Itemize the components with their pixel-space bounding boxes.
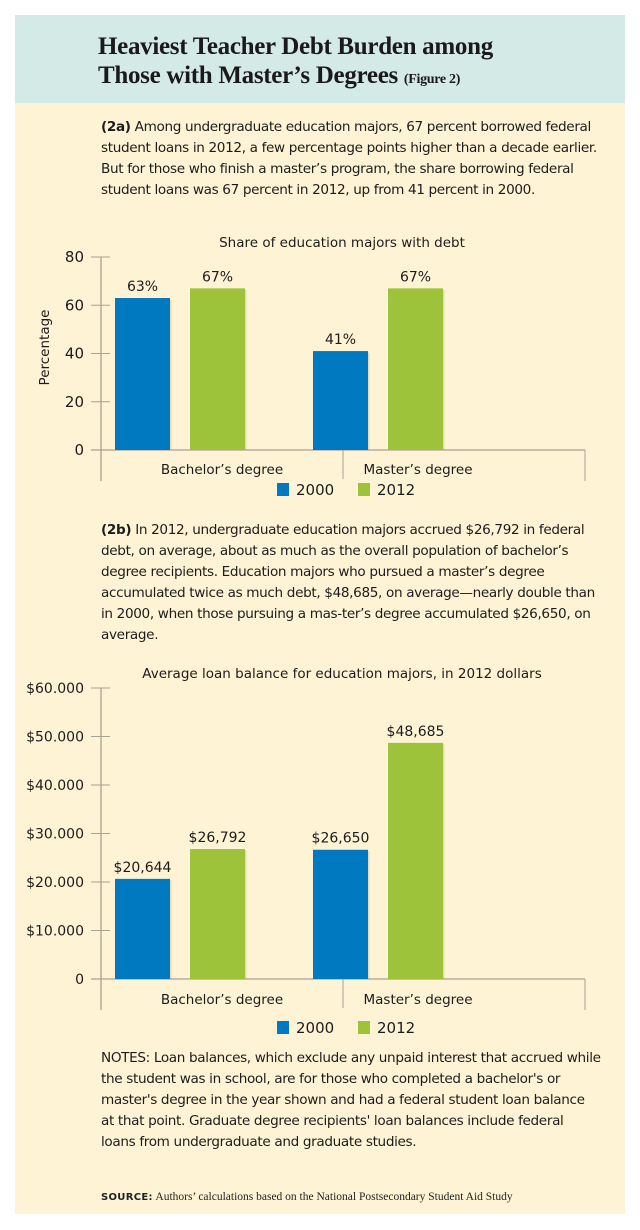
bar-2000-0 bbox=[115, 878, 170, 979]
bar-2000-0 bbox=[115, 298, 170, 450]
legend-swatch-2000 bbox=[277, 1021, 289, 1034]
y-tick-label: $60.000 bbox=[26, 681, 84, 697]
chart-title: Average loan balance for education major… bbox=[142, 666, 541, 682]
bar-2000-1 bbox=[313, 849, 368, 979]
legend-swatch-2012 bbox=[358, 483, 370, 496]
source-label: SOURCE: bbox=[101, 1192, 153, 1203]
legend-label-2000: 2000 bbox=[296, 481, 334, 499]
chart-average-loan-balance: Average loan balance for education major… bbox=[26, 666, 586, 1037]
y-axis-label: Percentage bbox=[37, 310, 53, 386]
legend-label-2000: 2000 bbox=[296, 1019, 334, 1037]
title-line-2: Those with Master’s Degrees bbox=[98, 62, 398, 89]
legend-swatch-2000 bbox=[277, 483, 289, 496]
source-text: Authors’ calculations based on the Natio… bbox=[155, 1191, 513, 1203]
category-label: Bachelor’s degree bbox=[161, 462, 283, 478]
bar-2012-0 bbox=[190, 849, 245, 979]
data-label: $26,650 bbox=[312, 831, 370, 847]
data-label: 67% bbox=[202, 269, 233, 285]
bar-2012-0 bbox=[190, 288, 245, 450]
notes: NOTES: Loan balances, which exclude any … bbox=[101, 1050, 601, 1150]
y-tick-label: 80 bbox=[65, 248, 84, 266]
bar-2012-1 bbox=[388, 288, 443, 450]
section-a-description: (2a) Among undergraduate education major… bbox=[101, 117, 601, 201]
data-label: $48,685 bbox=[387, 724, 445, 740]
data-label: $20,644 bbox=[114, 860, 172, 876]
figure-label: (Figure 2) bbox=[403, 72, 461, 87]
legend-label-2012: 2012 bbox=[377, 481, 415, 499]
y-tick-label: 0 bbox=[75, 972, 84, 988]
chart-title: Share of education majors with debt bbox=[219, 235, 465, 251]
y-tick-label: $50.000 bbox=[26, 730, 84, 746]
data-label: 41% bbox=[325, 332, 356, 348]
y-tick-label: 40 bbox=[65, 345, 84, 363]
category-label: Bachelor’s degree bbox=[161, 992, 283, 1008]
figure-header bbox=[15, 15, 625, 103]
section-b-text: In 2012, undergraduate education majors … bbox=[101, 522, 595, 643]
figure-title: Heaviest Teacher Debt Burden among Those… bbox=[98, 32, 618, 94]
bar-2000-1 bbox=[313, 351, 368, 450]
section-b-label: (2b) bbox=[101, 522, 132, 538]
title-line-1: Heaviest Teacher Debt Burden among bbox=[98, 33, 493, 60]
y-tick-label: 60 bbox=[65, 296, 84, 314]
bar-2012-1 bbox=[388, 742, 443, 979]
y-tick-label: $30.000 bbox=[26, 827, 84, 843]
data-label: $26,792 bbox=[189, 830, 247, 846]
section-a-label: (2a) bbox=[101, 119, 131, 135]
figure-panel bbox=[15, 15, 625, 1214]
data-label: 63% bbox=[127, 279, 158, 295]
y-tick-label: $20.000 bbox=[26, 875, 84, 891]
legend-label-2012: 2012 bbox=[377, 1019, 415, 1037]
y-tick-label: 0 bbox=[74, 441, 84, 459]
data-label: 67% bbox=[400, 269, 431, 285]
category-label: Master’s degree bbox=[363, 462, 472, 478]
y-tick-label: $40.000 bbox=[26, 778, 84, 794]
chart-share-with-debt: Share of education majors with debt 0 20 40… bbox=[37, 235, 586, 499]
legend-swatch-2012 bbox=[358, 1021, 370, 1034]
y-tick-label: $10.000 bbox=[26, 924, 84, 940]
category-label: Master’s degree bbox=[363, 992, 472, 1008]
source-line: SOURCE: Authors’ calculations based on t… bbox=[101, 1191, 621, 1203]
section-a-text: Among undergraduate education majors, 67… bbox=[101, 119, 597, 198]
section-b-description: (2b) In 2012, undergraduate education ma… bbox=[101, 520, 601, 646]
y-tick-label: 20 bbox=[65, 393, 84, 411]
